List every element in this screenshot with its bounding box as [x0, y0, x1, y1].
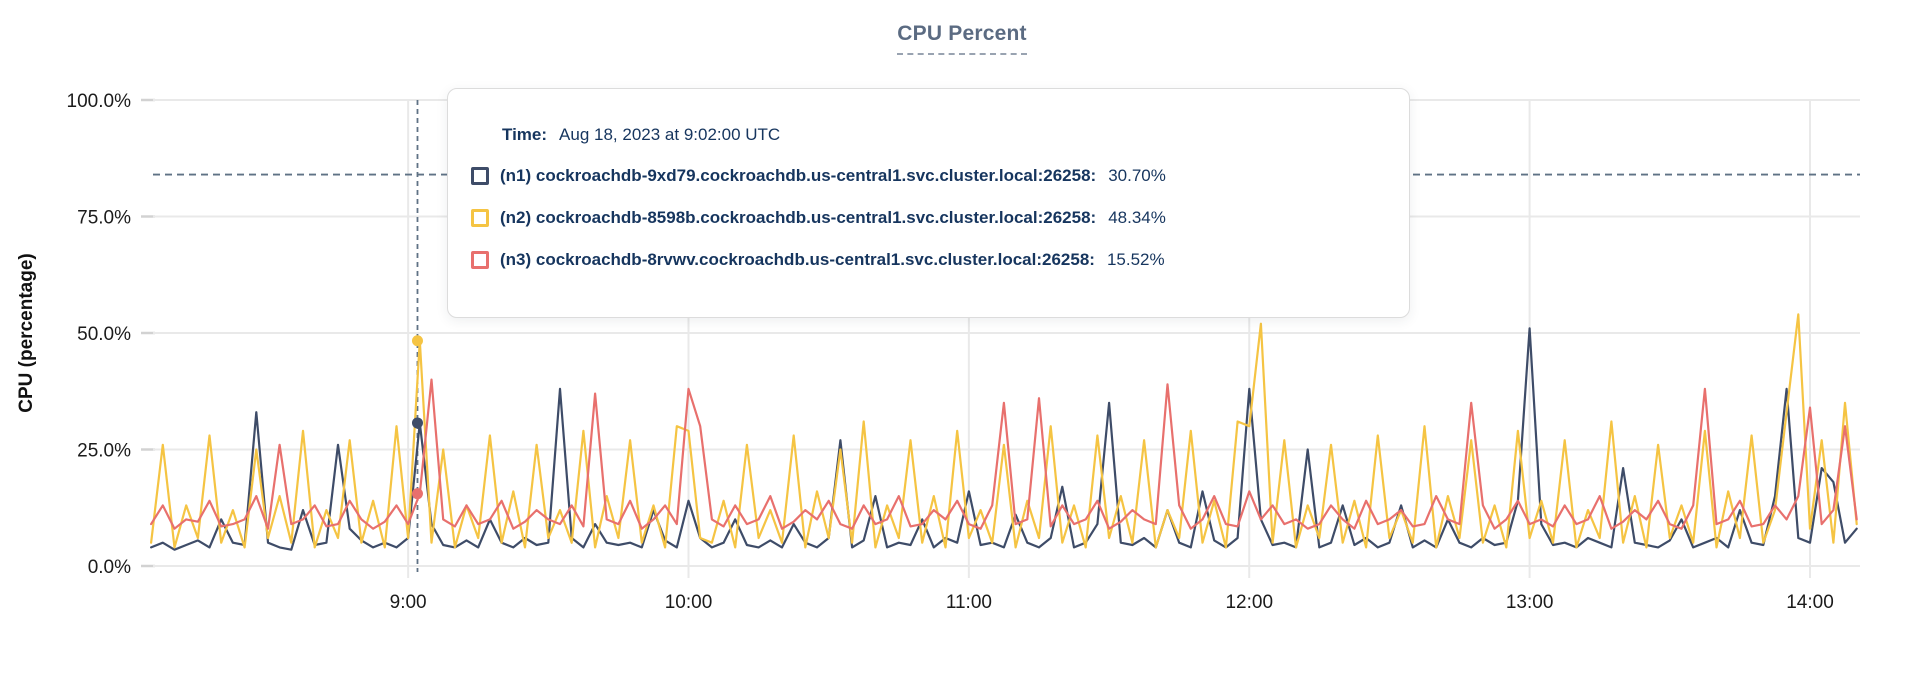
tooltip-series-row-n2: (n2) cockroachdb-8598b.cockroachdb.us-ce… — [471, 197, 1381, 239]
y-tick-label: 75.0% — [77, 208, 131, 229]
x-tick-label: 13:00 — [1506, 592, 1554, 613]
series-n1-legend-swatch-icon — [471, 167, 489, 185]
tooltip-time-row: Time: Aug 18, 2023 at 9:02:00 UTC — [502, 115, 1381, 155]
tooltip-series-n2-value: 48.34% — [1108, 208, 1166, 227]
series-n2-legend-swatch-icon — [471, 209, 489, 227]
cursor-dot-n3 — [411, 488, 423, 500]
y-tick-label: 50.0% — [77, 324, 131, 345]
series-n3-legend-swatch-icon — [471, 251, 489, 269]
x-tick-label: 11:00 — [946, 592, 992, 613]
series-line-n3 — [150, 378, 1858, 530]
y-tick-label: 100.0% — [67, 91, 132, 112]
cursor-dot-n2 — [411, 335, 423, 347]
tooltip-series-n1-value: 30.70% — [1108, 166, 1166, 185]
tooltip-series-n2-name: (n2) cockroachdb-8598b.cockroachdb.us-ce… — [500, 208, 1097, 227]
series-line-n1 — [150, 327, 1858, 551]
tooltip-series-n1-name: (n1) cockroachdb-9xd79.cockroachdb.us-ce… — [500, 166, 1097, 185]
tooltip-series-row-n3: (n3) cockroachdb-8rvwv.cockroachdb.us-ce… — [471, 239, 1381, 281]
x-tick-label: 9:00 — [390, 592, 427, 613]
tooltip-series-n3-name: (n3) cockroachdb-8rvwv.cockroachdb.us-ce… — [500, 250, 1095, 269]
chart-title-wrap: CPU Percent — [0, 22, 1924, 55]
y-tick-label: 25.0% — [77, 441, 131, 462]
series-line-n2 — [150, 313, 1858, 549]
cursor-dot-n1 — [411, 417, 423, 429]
chart-tooltip: Time: Aug 18, 2023 at 9:02:00 UTC (n1) c… — [447, 88, 1410, 318]
y-tick-label: 0.0% — [88, 557, 131, 578]
x-tick-label: 10:00 — [665, 592, 713, 613]
tooltip-series-n3-value: 15.52% — [1106, 250, 1165, 269]
chart-title: CPU Percent — [897, 22, 1027, 55]
x-tick-label: 14:00 — [1786, 592, 1834, 613]
x-tick-label: 12:00 — [1225, 592, 1273, 613]
tooltip-time-label: Time: — [502, 125, 548, 144]
tooltip-time-value: Aug 18, 2023 at 9:02:00 UTC — [559, 125, 781, 144]
tooltip-series-row-n1: (n1) cockroachdb-9xd79.cockroachdb.us-ce… — [471, 155, 1381, 197]
